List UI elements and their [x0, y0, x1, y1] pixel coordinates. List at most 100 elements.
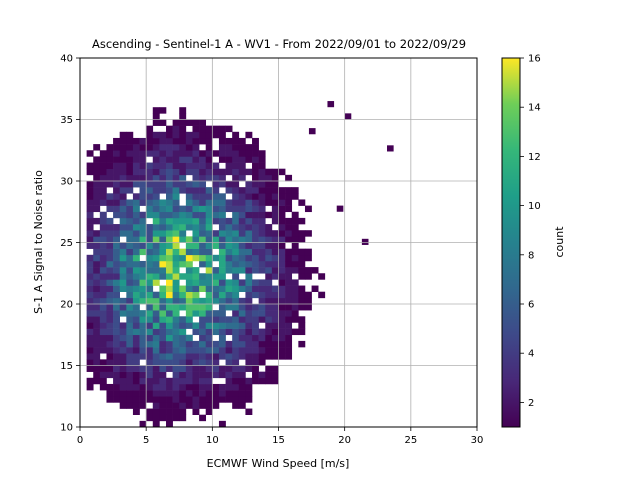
heatmap-cell	[126, 230, 134, 237]
heatmap-cell	[86, 168, 94, 176]
heatmap-cell	[291, 316, 299, 323]
heatmap-cell	[205, 285, 213, 292]
heatmap-cell	[139, 273, 147, 280]
heatmap-cell	[258, 187, 266, 194]
heatmap-cell	[119, 150, 127, 157]
heatmap-cell	[278, 285, 286, 292]
heatmap-cell	[199, 131, 207, 139]
heatmap-cell	[119, 322, 127, 329]
heatmap-cell	[139, 187, 147, 194]
heatmap-cell	[212, 328, 220, 336]
heatmap-cell	[99, 236, 107, 243]
heatmap-cell	[86, 285, 94, 292]
heatmap-cell	[258, 340, 266, 348]
heatmap-cell	[179, 119, 187, 126]
heatmap-cell	[199, 162, 207, 169]
heatmap-cell	[99, 224, 107, 231]
heatmap-cell	[166, 377, 173, 385]
heatmap-cell	[271, 334, 279, 342]
heatmap-cell	[238, 365, 246, 372]
heatmap-cell	[238, 347, 246, 354]
heatmap-cell	[146, 310, 154, 317]
heatmap-cell	[252, 279, 259, 286]
heatmap-cell	[199, 217, 207, 225]
heatmap-cell	[265, 285, 273, 292]
heatmap-cell	[106, 242, 114, 249]
heatmap-cell	[205, 260, 213, 268]
heatmap-cell	[185, 260, 193, 268]
heatmap-cell	[152, 390, 160, 397]
heatmap-cell	[212, 181, 220, 188]
heatmap-cell	[106, 396, 114, 403]
heatmap-cell	[113, 310, 120, 317]
heatmap-cell	[218, 291, 226, 299]
heatmap-cell	[113, 297, 120, 305]
heatmap-cell	[159, 174, 167, 182]
colorbar-tick-label: 14	[528, 103, 541, 114]
heatmap-cell	[179, 402, 187, 409]
heatmap-cell	[298, 267, 306, 274]
heatmap-cell	[291, 260, 299, 268]
heatmap-cell	[132, 285, 140, 292]
heatmap-cell	[139, 383, 147, 391]
heatmap-cell	[126, 304, 134, 311]
heatmap-cell	[192, 408, 200, 415]
heatmap-cell	[238, 310, 246, 317]
heatmap-cell	[126, 353, 134, 360]
heatmap-cell	[113, 328, 120, 336]
heatmap-cell	[199, 230, 207, 237]
heatmap-cell	[172, 260, 180, 268]
heatmap-cell	[126, 402, 134, 409]
heatmap-cell	[172, 322, 180, 329]
heatmap-cell	[271, 205, 279, 213]
heatmap-cell	[185, 193, 193, 200]
heatmap-cell	[265, 260, 273, 268]
heatmap-cell	[298, 316, 306, 323]
heatmap-cell	[126, 365, 134, 372]
heatmap-cell	[159, 267, 167, 274]
heatmap-cell	[126, 347, 134, 354]
heatmap-cell	[265, 334, 273, 342]
heatmap-cell	[172, 359, 180, 366]
heatmap-cell	[159, 260, 167, 268]
heatmap-cell	[258, 347, 266, 354]
heatmap-cell	[146, 181, 154, 188]
heatmap-cell	[278, 254, 286, 262]
heatmap-cell	[146, 174, 154, 182]
heatmap-cell	[192, 187, 200, 194]
heatmap-cell	[238, 137, 246, 145]
heatmap-cell	[106, 199, 114, 206]
heatmap-cell	[245, 396, 253, 403]
heatmap-cell	[113, 340, 120, 348]
heatmap-cell	[245, 353, 253, 360]
heatmap-cell	[179, 248, 187, 256]
heatmap-cell	[152, 359, 160, 366]
heatmap-cell	[152, 291, 160, 299]
heatmap-cell	[232, 248, 240, 256]
heatmap-cell	[152, 174, 160, 182]
heatmap-cell	[258, 236, 266, 243]
heatmap-cell	[212, 150, 220, 157]
heatmap-cell	[185, 316, 193, 323]
heatmap-cell	[252, 347, 259, 354]
heatmap-cell	[218, 199, 226, 206]
heatmap-cell	[146, 242, 154, 249]
heatmap-cell	[119, 162, 127, 169]
heatmap-cell	[192, 125, 200, 133]
heatmap-cell	[126, 260, 134, 268]
heatmap-cell	[304, 230, 312, 237]
heatmap-cell	[152, 396, 160, 403]
heatmap-cell	[152, 279, 160, 286]
heatmap-cell	[265, 328, 273, 336]
heatmap-cell	[146, 347, 154, 354]
heatmap-cell	[179, 181, 187, 188]
heatmap-cell	[285, 267, 293, 274]
heatmap-cell	[192, 279, 200, 286]
y-tick-label: 15	[60, 361, 73, 372]
heatmap-cell	[166, 402, 173, 409]
heatmap-cell	[152, 414, 160, 422]
heatmap-cell	[192, 377, 200, 385]
heatmap-cell	[179, 156, 187, 163]
heatmap-cell	[245, 131, 253, 139]
